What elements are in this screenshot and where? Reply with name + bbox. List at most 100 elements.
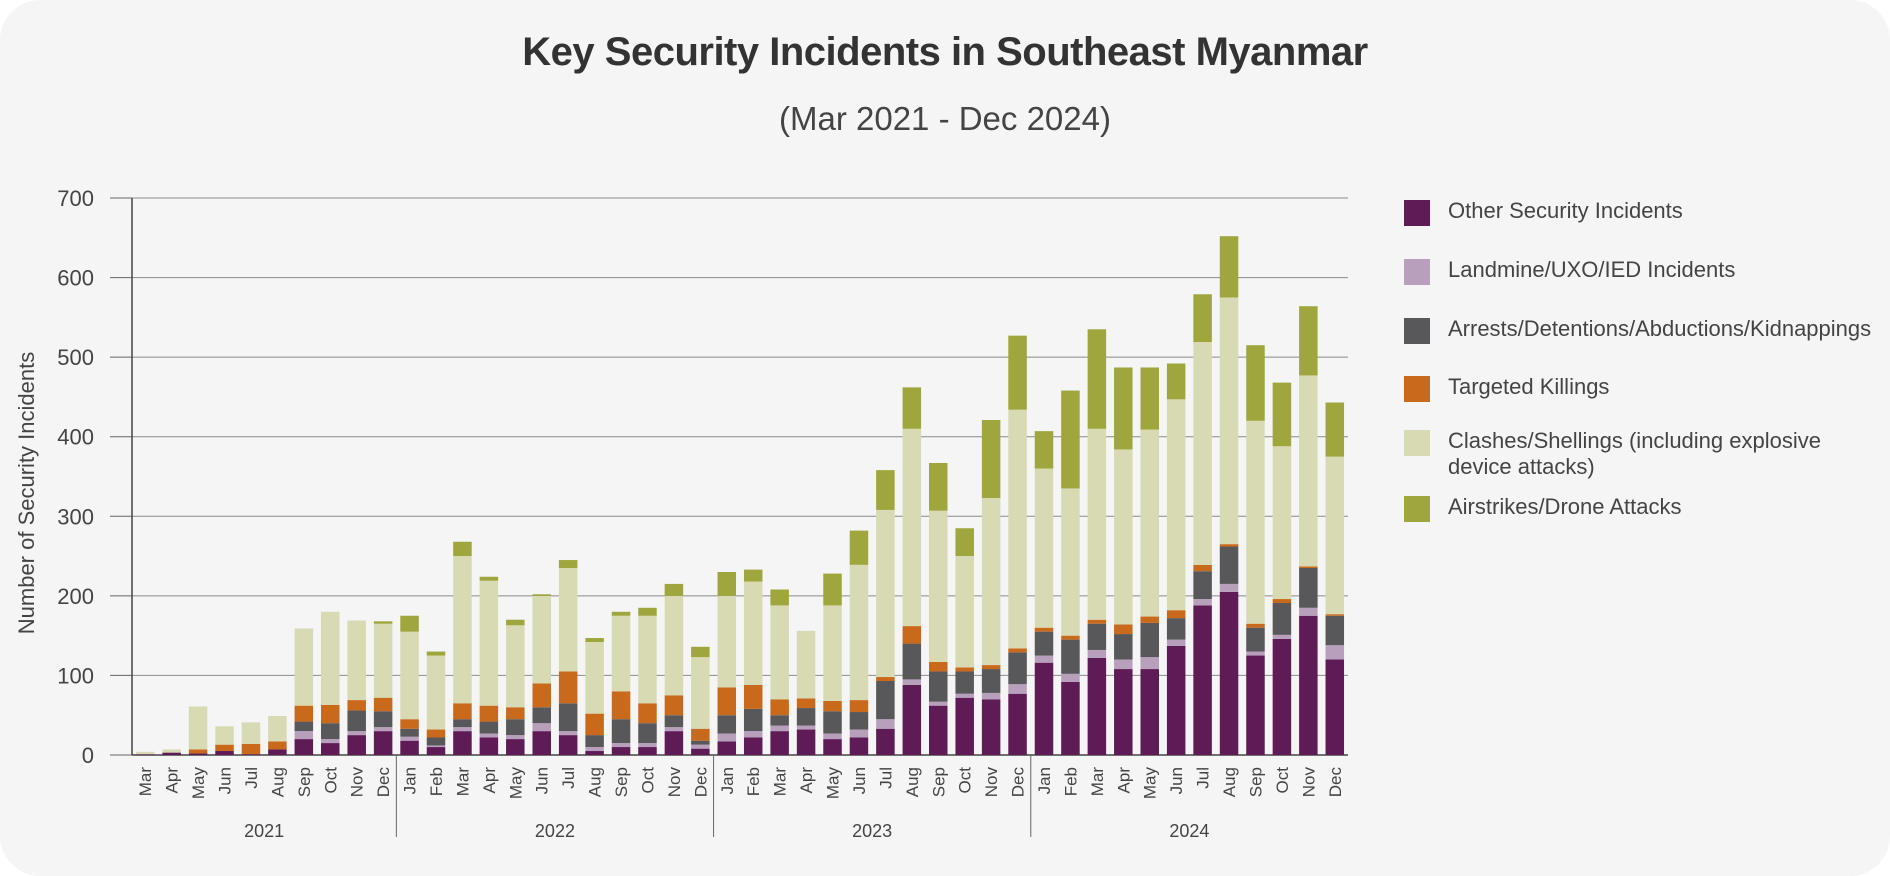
- bar-segment-1: [426, 745, 446, 748]
- bar-segment-3: [1114, 624, 1133, 635]
- bar-segment-2: [400, 728, 419, 737]
- x-tick-label: Aug: [586, 767, 605, 797]
- bar-segment-4: [479, 580, 499, 706]
- x-tick-label: Dec: [691, 767, 710, 798]
- bar-segment-0: [823, 739, 842, 755]
- bar-segment-0: [347, 735, 366, 755]
- bar-segment-5: [876, 470, 895, 510]
- bar-segment-4: [135, 751, 155, 755]
- chart-subtitle: (Mar 2021 - Dec 2024): [779, 100, 1111, 137]
- x-tick-label: Jul: [876, 767, 895, 789]
- y-axis-label: Number of Security Incidents: [14, 352, 39, 634]
- bar-segment-4: [929, 510, 948, 662]
- bar-segment-4: [453, 556, 472, 704]
- bar-segment-3: [1272, 599, 1292, 604]
- bar-segment-3: [373, 697, 393, 712]
- bar-segment-3: [770, 699, 789, 716]
- bar-segment-1: [876, 719, 895, 729]
- bar-segment-4: [876, 509, 895, 678]
- x-tick-label: Apr: [480, 767, 499, 794]
- legend-label: Clashes/Shellings (including explosive d…: [1448, 428, 1821, 479]
- legend-swatch: [1404, 496, 1430, 522]
- bar-segment-1: [400, 736, 419, 741]
- bar-segment-2: [1193, 571, 1212, 600]
- bar-segment-3: [664, 695, 684, 716]
- bar-segment-3: [955, 667, 974, 672]
- bar-segment-1: [981, 692, 1001, 700]
- bar-segment-3: [1061, 635, 1080, 640]
- axes: 0 100 200 300 400 500 600 700 Mar Apr May Jun Jul Aug…: [57, 186, 1345, 841]
- x-tick-label: Oct: [1273, 767, 1292, 794]
- bar-segment-2: [611, 719, 631, 744]
- bar-segment-2: [1087, 623, 1107, 650]
- bar-segment-0: [241, 754, 261, 755]
- bar-segment-3: [506, 707, 525, 720]
- bar-segment-1: [373, 727, 393, 732]
- bar-segment-1: [1034, 655, 1054, 663]
- bar-segment-5: [1299, 306, 1318, 376]
- bar-segment-4: [1246, 420, 1265, 624]
- bar-segment-3: [321, 704, 340, 724]
- bar-segment-0: [1299, 615, 1318, 755]
- bar-segment-4: [532, 595, 551, 684]
- legend-label: Other Security Incidents: [1448, 198, 1683, 223]
- bar-segment-2: [1140, 622, 1159, 658]
- x-tick-label: Mar: [136, 767, 155, 797]
- y-tick-label: 500: [57, 345, 94, 370]
- bar-segment-3: [1299, 566, 1318, 569]
- bar-segment-3: [1140, 616, 1159, 623]
- bar-segment-1: [532, 723, 551, 732]
- bar-segment-5: [1219, 236, 1239, 298]
- bar-segment-3: [929, 661, 948, 672]
- bar-segment-4: [268, 716, 287, 742]
- bar-segment-3: [981, 665, 1001, 670]
- bar-segment-5: [1087, 329, 1107, 429]
- bar-segment-1: [1246, 651, 1265, 656]
- bar-segment-2: [1219, 546, 1239, 584]
- bar-segment-4: [506, 625, 525, 708]
- x-tick-label: Sep: [1246, 767, 1265, 797]
- bar-segment-4: [1219, 297, 1239, 545]
- bar-segment-0: [981, 699, 1001, 755]
- bar-segment-1: [823, 733, 842, 740]
- legend-swatch: [1404, 430, 1430, 456]
- bar-segment-2: [1008, 652, 1027, 685]
- bar-segment-1: [558, 731, 578, 736]
- bar-segment-0: [532, 731, 551, 755]
- bar-segment-2: [1114, 634, 1133, 660]
- bar-segment-1: [1087, 649, 1107, 658]
- bar-segment-1: [902, 679, 922, 685]
- bar-segment-4: [215, 726, 234, 745]
- bar-segment-5: [1166, 363, 1186, 400]
- bar-segment-0: [929, 705, 948, 755]
- bar-segment-3: [1246, 623, 1265, 628]
- bar-segment-4: [770, 605, 789, 700]
- bar-segment-4: [743, 581, 763, 685]
- bar-segment-0: [1166, 645, 1186, 755]
- bar-segment-3: [215, 744, 234, 752]
- bar-segment-2: [743, 708, 763, 732]
- bar-segment-2: [426, 737, 446, 746]
- bar-segment-1: [1325, 645, 1345, 660]
- bar-segment-3: [823, 700, 842, 712]
- bar-segment-3: [426, 729, 446, 738]
- bar-segment-5: [426, 651, 446, 656]
- bar-segment-4: [664, 595, 684, 696]
- bar-segment-4: [823, 605, 842, 701]
- x-tick-label: Jan: [1035, 767, 1054, 794]
- bar-segment-4: [294, 628, 314, 706]
- bar-segment-5: [1034, 431, 1054, 469]
- bar-segment-2: [664, 715, 684, 728]
- bar-segment-0: [796, 729, 816, 755]
- x-tick-label: Jan: [718, 767, 737, 794]
- bar-segment-0: [215, 751, 234, 755]
- bar-segment-2: [1166, 618, 1186, 640]
- bar-segment-3: [532, 683, 551, 708]
- year-label: 2024: [1169, 821, 1209, 841]
- bar-segment-0: [400, 740, 419, 755]
- bar-segment-0: [1193, 605, 1212, 755]
- x-tick-label: May: [506, 767, 525, 800]
- bar-segment-1: [611, 743, 631, 748]
- bar-segment-2: [717, 715, 737, 734]
